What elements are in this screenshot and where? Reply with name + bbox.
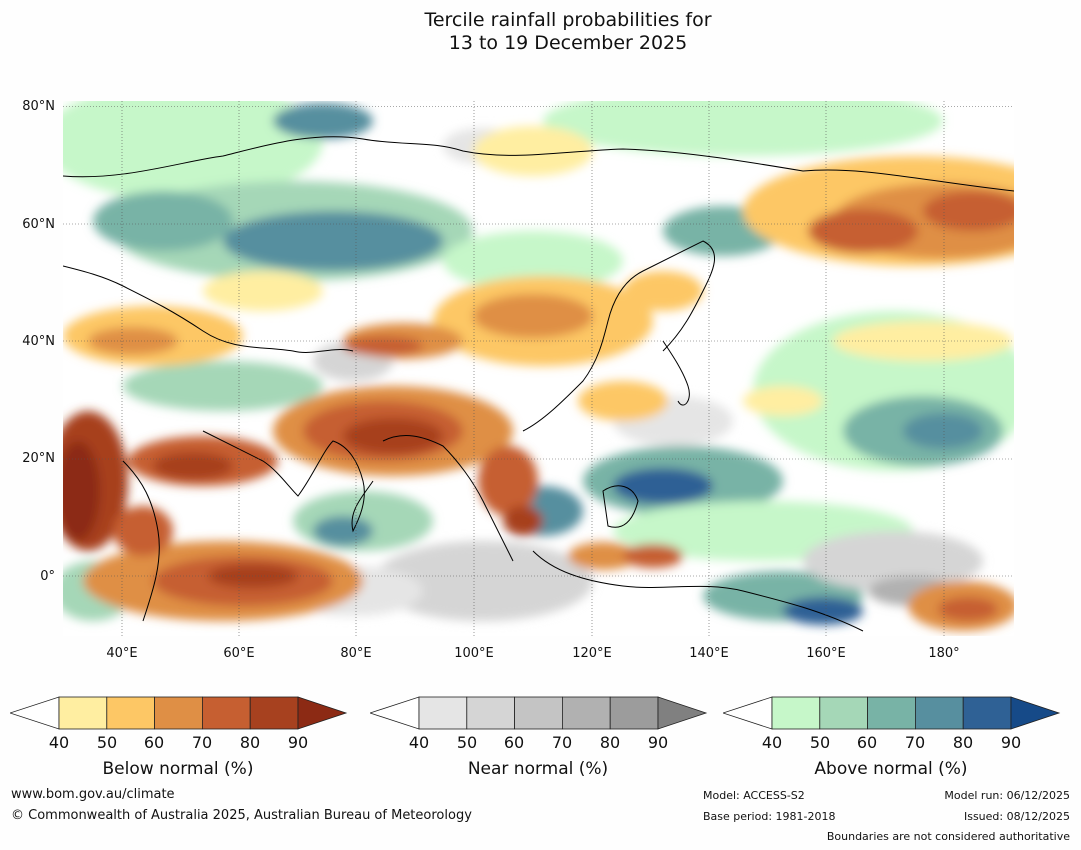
lon-label-120e: 120°E <box>572 646 612 661</box>
issued-text: Issued: 08/12/2025 <box>963 810 1070 823</box>
coastlines <box>63 136 1014 632</box>
near-normal-swatch-50 <box>466 696 516 730</box>
near-tick-70: 70 <box>551 733 573 752</box>
above-tick-90: 90 <box>1000 733 1022 752</box>
below-normal-swatch-50 <box>106 696 156 730</box>
below-normal-title: Below normal (%) <box>102 759 254 779</box>
above-tick-40: 40 <box>761 733 783 752</box>
below-normal-swatch-60 <box>154 696 203 730</box>
above-normal-swatch-50 <box>819 696 869 730</box>
below-normal-swatch-80 <box>249 696 299 730</box>
above-tick-50: 50 <box>809 733 831 752</box>
lon-label-80e: 80°E <box>340 646 372 661</box>
above-tick-80: 80 <box>952 733 974 752</box>
near-normal-swatch-40 <box>418 696 468 730</box>
near-normal-low-extension <box>368 696 420 730</box>
rainfall-probability-map <box>63 101 1014 636</box>
near-normal-swatch-80 <box>609 696 659 730</box>
lat-label-60n: 60°N <box>22 217 55 232</box>
above-normal-swatch-70 <box>914 696 964 730</box>
below-normal-swatch-70 <box>201 696 251 730</box>
model-run-text: Model run: 06/12/2025 <box>944 789 1070 802</box>
below-tick-60: 60 <box>143 733 165 752</box>
lon-label-160e: 160°E <box>806 646 846 661</box>
above-normal-swatch-80 <box>962 696 1012 730</box>
near-tick-50: 50 <box>456 733 478 752</box>
lon-label-40e: 40°E <box>106 646 138 661</box>
colorbar-above-swatches <box>721 696 1061 730</box>
above-tick-60: 60 <box>856 733 878 752</box>
lon-label-180: 180° <box>928 646 960 661</box>
title-line-1: Tercile rainfall probabilities for <box>424 9 712 31</box>
near-tick-80: 80 <box>599 733 621 752</box>
above-normal-high-extension <box>1010 696 1061 730</box>
colorbar-near-swatches <box>368 696 708 730</box>
colorbar-below-swatches <box>8 696 348 730</box>
lon-label-60e: 60°E <box>223 646 255 661</box>
base-period-text: Base period: 1981-2018 <box>703 810 836 823</box>
lon-label-100e: 100°E <box>454 646 494 661</box>
above-normal-title: Above normal (%) <box>814 759 968 779</box>
near-tick-40: 40 <box>408 733 430 752</box>
above-tick-70: 70 <box>904 733 926 752</box>
below-normal-low-extension <box>8 696 60 730</box>
colorbar-below-normal <box>8 695 350 735</box>
above-normal-low-extension <box>721 696 773 730</box>
graticule <box>63 101 1014 636</box>
lat-label-40n: 40°N <box>22 334 55 349</box>
website-link[interactable]: www.bom.gov.au/climate <box>11 787 175 802</box>
above-normal-swatch-60 <box>867 696 916 730</box>
above-normal-swatch-40 <box>771 696 821 730</box>
near-normal-title: Near normal (%) <box>467 759 609 779</box>
colorbar-near-normal <box>368 695 710 735</box>
lat-label-equator: 0° <box>40 569 55 584</box>
probability-fields <box>63 101 1014 631</box>
below-tick-40: 40 <box>48 733 70 752</box>
below-tick-80: 80 <box>239 733 261 752</box>
below-tick-70: 70 <box>191 733 213 752</box>
below-tick-90: 90 <box>287 733 309 752</box>
disclaimer-text: Boundaries are not considered authoritat… <box>826 830 1070 843</box>
map-canvas <box>63 101 1014 636</box>
title-line-2: 13 to 19 December 2025 <box>448 32 688 54</box>
colorbar-above-normal <box>721 695 1063 735</box>
near-normal-swatch-60 <box>514 696 563 730</box>
map-title: Tercile rainfall probabilities for 13 to… <box>0 9 1081 55</box>
copyright-text: © Commonwealth of Australia 2025, Austra… <box>11 808 472 823</box>
below-normal-high-extension <box>297 696 348 730</box>
lon-label-140e: 140°E <box>689 646 729 661</box>
near-tick-90: 90 <box>647 733 669 752</box>
near-tick-60: 60 <box>503 733 525 752</box>
lat-label-80n: 80°N <box>22 99 55 114</box>
near-normal-high-extension <box>657 696 708 730</box>
below-normal-swatch-40 <box>58 696 108 730</box>
below-tick-50: 50 <box>96 733 118 752</box>
lat-label-20n: 20°N <box>22 451 55 466</box>
near-normal-swatch-70 <box>561 696 611 730</box>
model-text: Model: ACCESS-S2 <box>703 789 805 802</box>
